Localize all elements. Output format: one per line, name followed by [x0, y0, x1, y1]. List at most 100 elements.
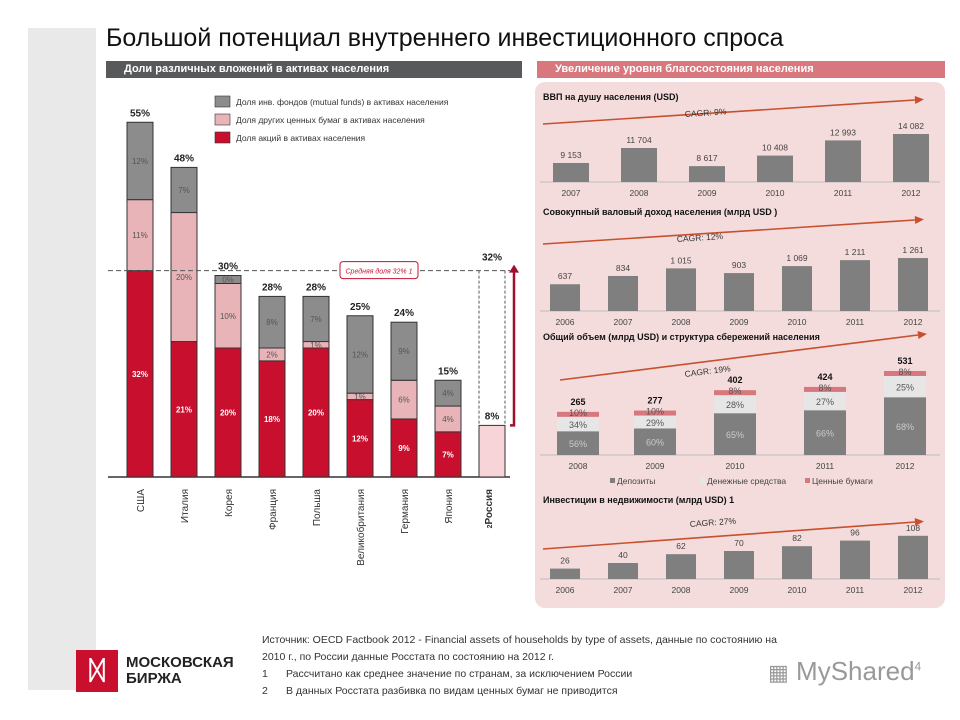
total-label: 48%: [174, 153, 194, 164]
year-label: 2008: [569, 461, 588, 471]
bar: [666, 554, 696, 579]
segment-label: 4%: [442, 415, 454, 424]
bar-segment: [434, 379, 462, 407]
arrow-head-icon: [914, 216, 924, 224]
value-label: 108: [906, 523, 920, 533]
segment-label: 21%: [176, 405, 192, 414]
bar-segment: [478, 424, 506, 478]
bar: [553, 162, 589, 182]
bar-segment: [714, 390, 756, 396]
bar-segment: [804, 386, 846, 392]
year-label: 2007: [562, 188, 581, 198]
segment-label: 29%: [646, 418, 664, 428]
segment-label: 12%: [352, 434, 368, 443]
category-label: Германия: [400, 489, 411, 534]
bar: [840, 260, 870, 311]
segment-label: 66%: [816, 429, 834, 439]
welfare-charts: ВВП на душу населения (USD) 9 153 2007 11 7…: [540, 92, 940, 595]
segment-label: 7%: [442, 450, 454, 459]
total-label: 28%: [262, 282, 282, 293]
value-label: 9 153: [560, 150, 582, 160]
bar-segment: [884, 370, 926, 376]
year-label: 2011: [846, 585, 865, 595]
legend-label: Доля акций в активах населения: [236, 133, 366, 143]
bar-segment: [804, 410, 846, 455]
chart-title: ВВП на душу населения (USD): [543, 92, 679, 102]
value-label: 1 069: [786, 253, 808, 263]
bar: [893, 133, 929, 182]
bar-segment: [126, 270, 154, 478]
value-label: 26: [560, 556, 570, 566]
segment-label: 28%: [726, 400, 744, 410]
year-label: 2011: [846, 317, 865, 327]
total-label: 8%: [485, 411, 500, 422]
bar-segment: [434, 405, 462, 433]
year-label: 2012: [904, 317, 923, 327]
category-label: США: [136, 489, 147, 512]
category-label: Корея: [224, 489, 235, 517]
bar-segment: [258, 295, 286, 349]
cagr-arrow: [559, 334, 919, 381]
segment-label: 20%: [220, 409, 236, 418]
bar: [782, 266, 812, 311]
year-label: 2009: [730, 585, 749, 595]
year-label: 2007: [614, 585, 633, 595]
year-label: 2010: [788, 317, 807, 327]
segment-label: 1%: [310, 341, 322, 350]
bar: [724, 273, 754, 311]
bar-segment: [884, 375, 926, 398]
segment-label: 11%: [132, 231, 147, 240]
value-label: 62: [676, 541, 686, 551]
chart-title: Инвестиции в недвижимости (млрд USD) 1: [543, 495, 734, 505]
segment-label: 56%: [569, 439, 587, 449]
watermark-text: MyShared: [796, 656, 915, 686]
asset-share-chart: Доля инв. фондов (mutual funds) в актива…: [108, 95, 519, 566]
segment-label: 68%: [896, 422, 914, 432]
bar: [782, 546, 812, 579]
bar: [898, 258, 928, 311]
legend-label: Ценные бумаги: [812, 476, 873, 486]
bar: [608, 275, 638, 311]
logo-text: БИРЖА: [126, 670, 182, 687]
bar: [724, 551, 754, 579]
bar-segment: [557, 431, 599, 455]
segment-label: 0%: [222, 276, 234, 285]
segment-label: 4%: [442, 389, 454, 398]
arrow-head-icon: [509, 264, 519, 273]
year-label: 2011: [834, 188, 853, 198]
bar-segment: [714, 395, 756, 414]
segment-label: 34%: [569, 420, 587, 430]
segment-label: 9%: [398, 444, 410, 453]
category-label: Великобритания: [355, 489, 367, 566]
year-label: 2006: [556, 585, 575, 595]
bar-segment: [634, 410, 676, 416]
segment-label: 12%: [132, 157, 148, 166]
segment-label: 10%: [220, 312, 236, 321]
total-label: 24%: [394, 308, 414, 319]
total-label: 265: [570, 397, 585, 407]
segment-label: 10%: [646, 407, 664, 417]
bar-segment: [126, 121, 154, 201]
cagr-arrow: [542, 99, 916, 125]
year-label: 2008: [672, 317, 691, 327]
total-label: 424: [817, 372, 832, 382]
value-label: 11 704: [626, 135, 652, 145]
value-label: 12 993: [830, 127, 856, 137]
bar-segment: [302, 295, 330, 343]
year-label: 2012: [902, 188, 921, 198]
segment-label: 32%: [132, 370, 148, 379]
total-label: 25%: [350, 302, 370, 313]
year-label: 2009: [730, 317, 749, 327]
cagr-arrow: [542, 521, 916, 550]
legend-swatch: [610, 478, 615, 483]
total-label: 15%: [438, 366, 458, 377]
segment-label: 7%: [178, 186, 190, 195]
bar-segment: [804, 391, 846, 411]
year-label: 2006: [556, 317, 575, 327]
bar-segment: [214, 275, 242, 284]
average-callout: [339, 261, 419, 280]
segment-label: 8%: [266, 318, 278, 327]
value-label: 1 261: [902, 245, 924, 255]
value-label: 70: [734, 538, 744, 548]
legend-swatch: [700, 478, 705, 483]
